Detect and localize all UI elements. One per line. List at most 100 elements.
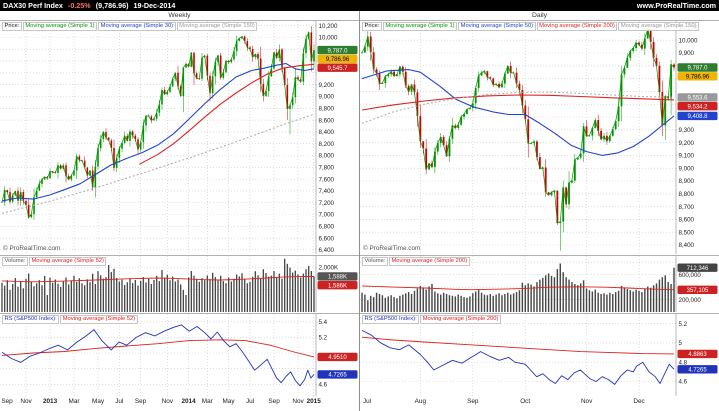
- x-axis-label: 2015: [306, 398, 321, 405]
- x-axis-label: 2013: [42, 398, 58, 405]
- svg-text:9,900: 9,900: [679, 50, 695, 57]
- svg-text:9,787.0: 9,787.0: [327, 48, 348, 54]
- legend-item[interactable]: Moving average (Simple 200): [536, 22, 618, 31]
- x-axis-label: Nov: [20, 398, 32, 405]
- x-axis-label: Sep: [1, 398, 13, 405]
- weekly-price-pane: Price: Moving average (Simple 1) Moving av…: [0, 20, 359, 255]
- daily-volume-legend: Volume: Moving average (Simple 200): [362, 257, 470, 266]
- weekly-panel: Weekly Price: Moving average (Simple 1) Mo…: [0, 11, 359, 411]
- x-axis-label: May: [92, 398, 105, 405]
- svg-text:4.6: 4.6: [319, 382, 328, 389]
- y-axis-badges: 4.9510 4.7265: [317, 352, 358, 379]
- y-axis-badges: 9,787.0 9,786.96 9,553.6 9,534.2 9,408.8: [677, 63, 718, 121]
- x-axis-label: Jul: [115, 398, 124, 405]
- y-axis-labels: 5.2 5 4.8 4.6: [679, 321, 688, 386]
- legend-item[interactable]: Moving average (Simple 200): [388, 257, 470, 266]
- legend-item[interactable]: Moving average (Simple 1): [382, 22, 458, 31]
- legend-item[interactable]: RS (S&P500 Index):: [362, 315, 420, 324]
- svg-text:6,600: 6,600: [319, 235, 335, 242]
- line-ma200: [361, 94, 675, 111]
- legend-item[interactable]: Price:: [362, 22, 382, 31]
- weekly-rs-chart[interactable]: 5.4 5.2 4.6 4.9510 4.7265: [0, 314, 359, 396]
- legend-item[interactable]: Price:: [2, 22, 22, 31]
- line-volume-ma: [361, 285, 675, 291]
- svg-text:9,000: 9,000: [319, 94, 335, 101]
- quote-date: 19-Dec-2014: [133, 1, 176, 10]
- x-axis-label: Sep: [467, 398, 479, 405]
- svg-text:9,545.7: 9,545.7: [327, 66, 348, 72]
- svg-text:8,800: 8,800: [679, 191, 695, 198]
- instrument-change: -0.25%: [67, 1, 91, 10]
- timeframe-label-daily: Daily: [531, 12, 548, 19]
- daily-volume-pane: Volume: Moving average (Simple 200) 200,0…: [360, 255, 719, 313]
- x-axis-label: Nov: [161, 398, 174, 405]
- line-ma50: [361, 69, 675, 156]
- daily-time-axis[interactable]: Jul Aug Sep Oct Nov Dec: [360, 397, 719, 408]
- y-axis-labels: 5.4 5.2 4.6: [319, 319, 328, 389]
- weekly-volume-legend: Volume: Moving average (Simple 52): [2, 257, 107, 266]
- svg-text:8,500: 8,500: [679, 229, 695, 236]
- volume-bars: [1, 258, 315, 312]
- legend-item[interactable]: Moving average (Simple 200): [420, 315, 501, 324]
- gridlines: [0, 21, 317, 254]
- gridlines: [360, 314, 677, 396]
- daily-rs-pane: RS (S&P500 Index): Moving average (Simple…: [360, 313, 719, 397]
- daily-rs-chart[interactable]: 5.2 5 4.8 4.6 4.8863 4.7265: [360, 314, 719, 396]
- volume-bars: [361, 263, 675, 312]
- line-ma52: [139, 63, 315, 165]
- svg-text:8,600: 8,600: [319, 117, 335, 124]
- svg-text:1,588K: 1,588K: [328, 275, 347, 281]
- legend-item[interactable]: Moving average (Simple 1): [22, 22, 98, 31]
- candles: [361, 24, 675, 251]
- svg-text:9,786.96: 9,786.96: [686, 75, 710, 81]
- weekly-price-chart[interactable]: 6,400 6,600 6,800 7,000 7,200 7,400 7,600 7,800…: [0, 21, 359, 254]
- legend-item[interactable]: Moving average (Simple 150): [176, 22, 258, 31]
- legend-item[interactable]: Moving average (Simple 30): [98, 22, 176, 31]
- top-bar: DAX30 Perf Index -0.25% (9,786.96) 19-De…: [0, 0, 719, 11]
- svg-text:9,300: 9,300: [679, 127, 695, 134]
- y-axis-badges: 712,346 357,105: [677, 263, 718, 294]
- svg-text:9,200: 9,200: [319, 82, 335, 89]
- svg-text:7,600: 7,600: [319, 176, 335, 183]
- svg-text:9,200: 9,200: [679, 140, 695, 147]
- weekly-rs-legend: RS (S&P500 Index): Moving average (Simple…: [2, 315, 138, 324]
- x-axis-label: Aug: [414, 398, 427, 405]
- svg-text:8,900: 8,900: [679, 178, 695, 185]
- legend-item[interactable]: Moving average (Simple 52): [28, 257, 107, 266]
- instrument-last-price: (9,786.96): [95, 1, 129, 10]
- legend-item[interactable]: Moving average (Simple 52): [60, 315, 138, 324]
- svg-text:7,800: 7,800: [319, 165, 335, 172]
- svg-text:5.4: 5.4: [319, 319, 328, 326]
- legend-item[interactable]: Moving average (Simple 50): [458, 22, 536, 31]
- svg-text:600,000: 600,000: [679, 272, 702, 279]
- legend-item[interactable]: Moving average (Simple 150): [618, 22, 700, 31]
- weekly-volume-chart[interactable]: 2,000K 1,588K 1,586K: [0, 256, 359, 312]
- x-axis-label: Nov: [292, 398, 304, 405]
- daily-panel: Daily Price: Moving average (Simple 1) Mov…: [359, 11, 719, 411]
- svg-text:9,100: 9,100: [679, 153, 695, 160]
- timeframe-label-weekly: Weekly: [168, 12, 191, 19]
- svg-text:8,400: 8,400: [319, 129, 335, 136]
- x-axis-label: Mar: [201, 398, 213, 405]
- weekly-time-axis[interactable]: Sep Nov 2013 Mar May Jul Sep Nov 2014 Mar May Jul Se…: [0, 397, 359, 408]
- legend-item[interactable]: Volume:: [362, 257, 388, 266]
- daily-price-pane: Price: Moving average (Simple 1) Moving av…: [360, 20, 719, 255]
- svg-text:9,000: 9,000: [679, 165, 695, 172]
- svg-text:8,000: 8,000: [319, 153, 335, 160]
- gridlines: [0, 314, 317, 396]
- svg-text:4.8863: 4.8863: [688, 352, 707, 358]
- line-rs-ma: [1, 339, 315, 358]
- x-axis-label: May: [222, 398, 235, 405]
- legend-item[interactable]: RS (S&P500 Index):: [2, 315, 60, 324]
- svg-text:4.6: 4.6: [679, 379, 688, 386]
- line-ma150: [1, 113, 315, 214]
- legend-item[interactable]: Volume:: [2, 257, 28, 266]
- svg-text:10,000: 10,000: [319, 35, 338, 42]
- svg-text:7,200: 7,200: [319, 200, 335, 207]
- daily-price-legend: Price: Moving average (Simple 1) Moving av…: [362, 22, 700, 31]
- svg-text:8,800: 8,800: [319, 106, 335, 113]
- daily-price-chart[interactable]: 8,400 8,500 8,600 8,700 8,800 8,900 9,000 9,100…: [360, 21, 719, 254]
- svg-text:4.7265: 4.7265: [328, 373, 347, 379]
- svg-text:1,586K: 1,586K: [328, 283, 347, 289]
